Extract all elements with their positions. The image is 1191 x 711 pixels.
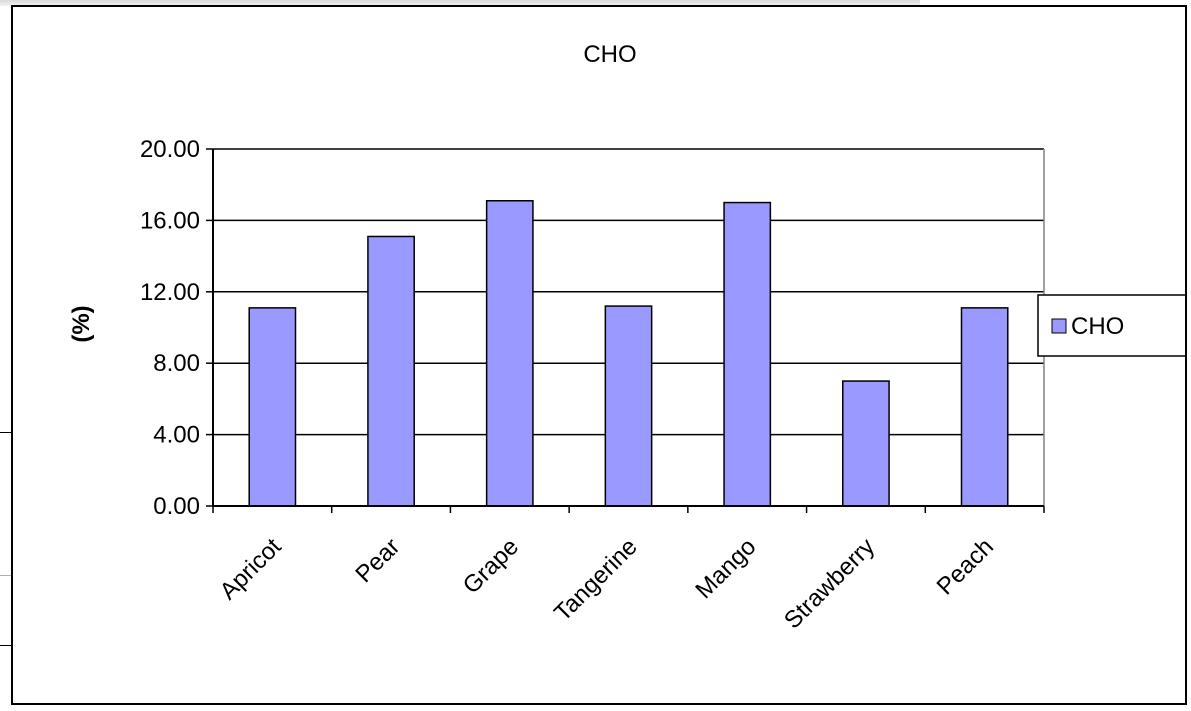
- plot-area[interactable]: 0.00 4.00 8.00 12.00 16.00 20.00 Apricot Pear Gr…: [140, 136, 1045, 634]
- x-tick-label: Peach: [932, 533, 999, 600]
- x-tick-label: Pear: [350, 533, 405, 588]
- chart-canvas: CHO 0.00 4.00 8.00 12.00 16.00 20.00 Apricot Pe…: [68, 41, 1185, 634]
- spreadsheet-gridline: [0, 575, 12, 576]
- legend[interactable]: CHO: [1037, 294, 1185, 357]
- x-tick-label: Apricot: [215, 533, 287, 605]
- x-tick-label: Strawberry: [779, 533, 880, 634]
- bar: [604, 305, 653, 507]
- y-tick-label: 20.00: [140, 136, 200, 163]
- spreadsheet-gridline: [0, 645, 12, 646]
- bar: [248, 307, 297, 507]
- chart-title: CHO: [583, 41, 636, 68]
- bar: [485, 200, 534, 507]
- x-tick-label: Tangerine: [549, 533, 643, 627]
- spreadsheet-gridline: [0, 432, 12, 433]
- bar: [842, 380, 890, 507]
- x-tick-label: Mango: [690, 533, 761, 604]
- y-tick-label: 8.00: [153, 350, 200, 377]
- y-tick-label: 16.00: [140, 207, 200, 234]
- spreadsheet-edge: [0, 0, 920, 6]
- y-tick-label: 12.00: [140, 279, 200, 306]
- y-axis-label: (%): [68, 305, 95, 342]
- y-tick-label: 0.00: [153, 493, 200, 520]
- bar: [960, 307, 1009, 507]
- legend-label: CHO: [1071, 313, 1124, 340]
- chart-area[interactable]: CHO 0.00 4.00 8.00 12.00 16.00 20.00 Apricot Pe…: [11, 5, 1187, 705]
- bar: [367, 235, 415, 507]
- legend-swatch: [1051, 318, 1067, 334]
- x-tick-label: Grape: [458, 533, 524, 599]
- y-tick-label: 4.00: [153, 422, 200, 449]
- bar: [723, 201, 772, 507]
